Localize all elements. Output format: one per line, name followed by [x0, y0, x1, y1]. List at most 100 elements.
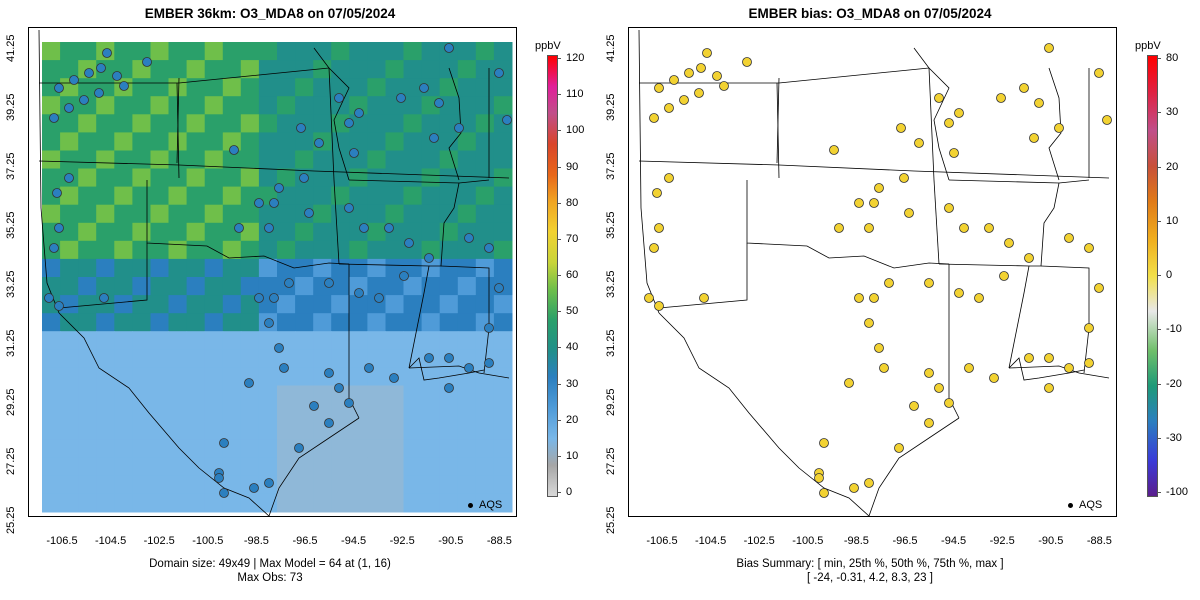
field-cell	[132, 277, 151, 296]
field-cell	[313, 222, 332, 242]
colorbar-tick-mark	[557, 166, 561, 168]
site-marker	[669, 75, 679, 85]
site-marker	[296, 123, 306, 133]
field-cell	[277, 96, 296, 115]
field-cell	[258, 114, 278, 133]
field-cell	[331, 60, 350, 79]
field-cell	[295, 349, 314, 368]
field-cell	[295, 78, 314, 97]
field-cell	[475, 493, 495, 513]
field-cell	[240, 349, 260, 368]
field-cell	[60, 222, 79, 242]
field-cell	[168, 60, 188, 79]
field-cell	[331, 150, 350, 170]
field-cell	[403, 421, 423, 441]
site-marker	[874, 183, 884, 193]
site-marker	[304, 208, 314, 218]
field-cell	[132, 331, 151, 350]
field-cell	[132, 295, 151, 314]
site-marker	[864, 478, 874, 488]
field-cell	[313, 42, 332, 61]
site-marker	[924, 418, 934, 428]
field-cell	[222, 186, 242, 206]
field-cell	[240, 403, 260, 423]
field-cell	[385, 457, 405, 477]
field-cell	[150, 60, 170, 79]
field-cell	[349, 295, 368, 314]
field-cell	[222, 168, 242, 188]
field-cell	[150, 313, 170, 332]
field-cell	[403, 96, 423, 115]
field-cell	[240, 421, 260, 441]
field-cell	[421, 313, 441, 332]
field-cell	[168, 421, 188, 441]
site-marker	[69, 75, 79, 85]
field-cell	[331, 42, 350, 61]
site-marker	[654, 83, 664, 93]
site-marker	[1044, 353, 1054, 363]
field-cell	[493, 349, 513, 368]
site-marker	[1084, 358, 1094, 368]
y-tick-label: 27.25	[605, 447, 617, 475]
field-cell	[60, 258, 79, 278]
field-cell	[349, 204, 368, 224]
site-marker	[649, 243, 659, 253]
field-cell	[222, 403, 242, 423]
site-marker	[49, 243, 59, 253]
field-cell	[186, 168, 206, 188]
panel-title: EMBER 36km: O3_MDA8 on 07/05/2024	[144, 6, 396, 21]
field-cell	[150, 493, 170, 513]
field-cell	[222, 240, 242, 260]
field-cell	[475, 204, 495, 224]
field-cell	[457, 150, 477, 170]
site-marker	[712, 71, 722, 81]
y-tick-label: 39.25	[5, 93, 17, 121]
field-cell	[150, 42, 170, 61]
field-cell	[277, 204, 296, 224]
colorbar-tick-label: 40	[566, 341, 579, 354]
field-cell	[367, 132, 386, 151]
field-cell	[96, 132, 115, 151]
site-marker	[344, 118, 354, 128]
field-cell	[222, 421, 242, 441]
site-marker	[964, 363, 974, 373]
field-cell	[186, 313, 206, 332]
field-cell	[349, 421, 368, 441]
field-cell	[367, 403, 386, 423]
field-cell	[168, 493, 188, 513]
field-cell	[349, 475, 368, 495]
field-cell	[331, 222, 350, 242]
site-marker	[254, 293, 264, 303]
field-cell	[114, 204, 133, 224]
site-marker	[1034, 98, 1044, 108]
field-cell	[421, 60, 441, 79]
field-cell	[114, 295, 133, 314]
state-boundary	[440, 265, 490, 374]
ozone-map[interactable]	[28, 27, 517, 517]
site-marker	[984, 223, 994, 233]
x-tick-label: -106.5	[646, 535, 678, 547]
field-cell	[313, 313, 332, 332]
state-boundary	[1029, 182, 1060, 267]
field-cell	[295, 222, 314, 242]
field-cell	[367, 439, 386, 459]
bias-map[interactable]	[628, 27, 1117, 517]
field-cell	[493, 475, 513, 495]
site-marker	[884, 278, 894, 288]
field-cell	[493, 96, 513, 115]
site-marker	[1044, 383, 1054, 393]
field-cell	[222, 60, 242, 79]
site-marker	[654, 223, 664, 233]
bias-map-canvas[interactable]	[629, 28, 1116, 516]
field-cell	[331, 295, 350, 314]
field-cell	[457, 421, 477, 441]
ozone-map-canvas[interactable]	[29, 28, 516, 516]
field-cell	[385, 150, 405, 170]
field-cell	[403, 168, 423, 188]
site-marker	[219, 488, 229, 498]
field-cell	[96, 493, 115, 513]
site-marker	[359, 223, 369, 233]
field-cell	[349, 168, 368, 188]
field-cell	[168, 295, 188, 314]
y-tick-label: 37.25	[5, 152, 17, 180]
